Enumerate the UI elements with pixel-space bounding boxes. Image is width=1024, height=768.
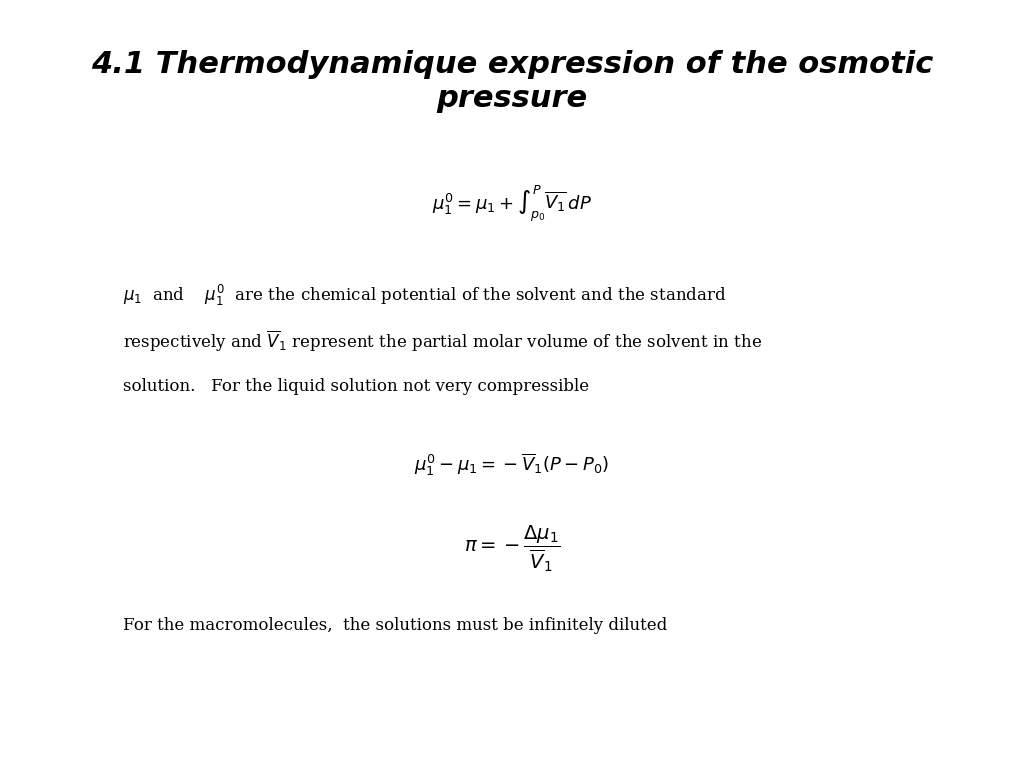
Text: $\mu_1$  and    $\mu_1^{0}$  are the chemical potential of the solvent and the s: $\mu_1$ and $\mu_1^{0}$ are the chemical… [123, 283, 726, 308]
Text: 4.1 Thermodynamique expression of the osmotic
pressure: 4.1 Thermodynamique expression of the os… [91, 50, 933, 113]
Text: $\mu_1^{0} - \mu_1 = -\overline{V}_1(P - P_0)$: $\mu_1^{0} - \mu_1 = -\overline{V}_1(P -… [415, 452, 609, 478]
Text: solution.   For the liquid solution not very compressible: solution. For the liquid solution not ve… [123, 378, 589, 395]
Text: $\mu_1^{0} = \mu_1 + \int_{p_0}^{P} \overline{V_1}\,dP$: $\mu_1^{0} = \mu_1 + \int_{p_0}^{P} \ove… [432, 184, 592, 223]
Text: $\pi = -\dfrac{\Delta\mu_1}{\overline{V}_1}$: $\pi = -\dfrac{\Delta\mu_1}{\overline{V}… [464, 524, 560, 574]
Text: respectively and $\overline{V}_1$ represent the partial molar volume of the solv: respectively and $\overline{V}_1$ repres… [123, 329, 762, 354]
Text: For the macromolecules,  the solutions must be infinitely diluted: For the macromolecules, the solutions mu… [123, 617, 667, 634]
